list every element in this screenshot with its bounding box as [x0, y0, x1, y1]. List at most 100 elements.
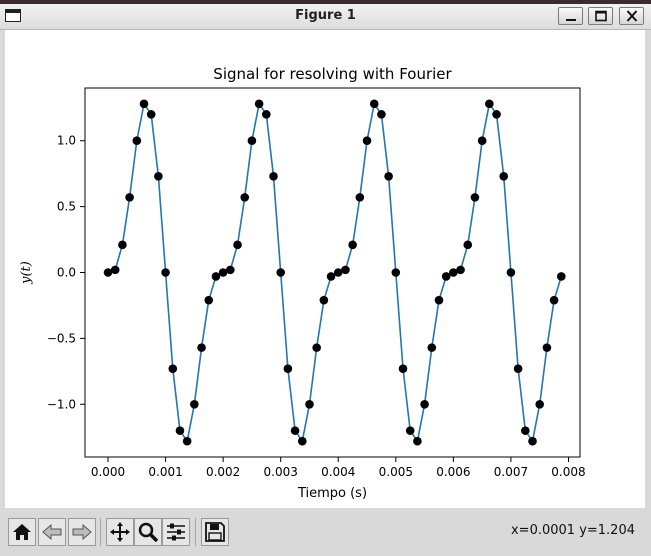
back-button[interactable] [38, 518, 66, 546]
y-tick-label: 0.0 [57, 266, 76, 280]
desktop-strip [0, 0, 651, 4]
data-point [384, 171, 393, 181]
forward-button[interactable] [68, 518, 96, 546]
data-point [377, 110, 386, 119]
data-point [405, 426, 415, 435]
window-title: Figure 1 [295, 8, 356, 23]
data-point [362, 136, 372, 146]
pan-button[interactable] [106, 518, 134, 546]
pan-icon [110, 522, 130, 542]
x-axis-label: Tiempo (s) [297, 486, 367, 501]
x-tick-label: 0.005 [379, 465, 413, 479]
x-tick-label: 0.003 [264, 465, 298, 479]
data-point [492, 110, 501, 119]
data-point [297, 436, 307, 446]
data-point [434, 295, 444, 305]
data-point [521, 426, 530, 435]
save-icon [205, 522, 225, 542]
plot-svg: Signal for resolving with Fourier Tiempo… [19, 65, 586, 501]
data-point [262, 110, 271, 119]
data-point [341, 265, 350, 275]
app-window-icon [5, 9, 21, 22]
x-tick-label: 0.004 [321, 465, 355, 479]
data-point [312, 343, 321, 352]
data-point [369, 99, 379, 109]
window-titlebar[interactable]: Figure 1 [0, 4, 651, 30]
axis-ticks: 0.000 0.001 0.002 0.003 0.004 0.005 0.006 0.007… [47, 134, 586, 479]
data-point [348, 240, 357, 250]
cursor-coordinates: x=0.0001 y=1.204 [510, 523, 635, 538]
data-point [463, 240, 473, 250]
data-point [477, 136, 487, 146]
y-tick-label: 0.5 [57, 200, 76, 214]
toolbar-separator [100, 518, 101, 546]
data-point [182, 436, 192, 446]
data-point [240, 193, 250, 202]
data-point [110, 265, 120, 275]
data-point [204, 295, 214, 305]
data-point [132, 136, 142, 146]
data-point [283, 364, 293, 374]
data-point [506, 268, 516, 277]
maximize-button[interactable] [588, 7, 613, 25]
minimize-button[interactable] [558, 7, 583, 25]
axes: Signal for resolving with Fourier Tiempo… [19, 65, 586, 501]
data-point [290, 426, 300, 435]
data-point [556, 272, 566, 281]
toolbar-separator [195, 518, 196, 546]
data-point [333, 268, 343, 277]
navigation-toolbar: x=0.0001 y=1.204 [0, 510, 651, 556]
x-tick-label: 0.002 [206, 465, 240, 479]
data-point [197, 343, 206, 352]
data-point [528, 436, 537, 446]
close-icon [626, 10, 638, 22]
forward-icon [72, 523, 92, 541]
zoom-icon [138, 522, 159, 543]
series-signal [103, 99, 566, 446]
home-button[interactable] [8, 518, 36, 546]
data-point [319, 295, 329, 305]
data-point [168, 364, 178, 374]
y-tick-label: 1.0 [57, 134, 76, 148]
data-point [398, 364, 408, 374]
chart-title: Signal for resolving with Fourier [213, 65, 452, 83]
data-point [513, 364, 523, 374]
data-point [139, 99, 149, 109]
save-button[interactable] [201, 518, 229, 546]
back-icon [42, 523, 62, 541]
data-point [146, 110, 156, 119]
configure-subplots-button[interactable] [162, 518, 190, 546]
data-point [355, 193, 365, 202]
data-point [118, 240, 127, 250]
x-tick-label: 0.007 [494, 465, 528, 479]
zoom-button[interactable] [134, 518, 162, 546]
data-point [499, 171, 509, 181]
data-point [103, 268, 113, 277]
data-point [218, 268, 228, 277]
home-icon [13, 524, 31, 540]
y-axis-label: y(t) [19, 261, 34, 285]
data-point [456, 265, 465, 275]
data-point [413, 436, 422, 446]
figure-canvas[interactable]: Signal for resolving with Fourier Tiempo… [5, 30, 645, 508]
data-point [247, 136, 257, 146]
data-point [190, 399, 199, 409]
close-button[interactable] [619, 7, 644, 25]
data-point [427, 343, 437, 352]
y-tick-label: −1.0 [47, 397, 76, 411]
data-point [154, 171, 163, 181]
data-point [254, 99, 264, 109]
x-tick-label: 0.001 [148, 465, 182, 479]
data-point [276, 268, 285, 277]
y-tick-label: −0.5 [47, 331, 76, 345]
maximize-icon [595, 10, 607, 22]
configure-subplots-icon [167, 523, 185, 541]
data-point [391, 268, 401, 277]
data-point [305, 399, 314, 409]
x-tick-label: 0.006 [436, 465, 470, 479]
x-tick-label: 0.008 [551, 465, 585, 479]
minimize-icon [566, 19, 576, 21]
data-point [233, 240, 242, 250]
data-point [211, 272, 221, 281]
data-point [449, 268, 458, 277]
